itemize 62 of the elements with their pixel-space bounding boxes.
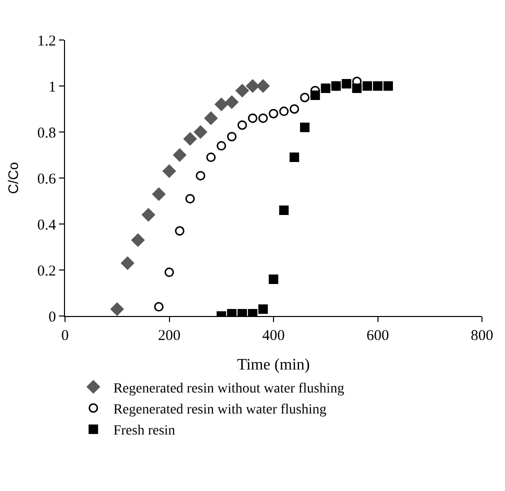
x-axis-title: Time (min)	[237, 356, 310, 374]
x-tick-label: 200	[158, 328, 180, 344]
point	[184, 132, 197, 146]
point	[236, 84, 249, 98]
legend-label: Fresh resin	[113, 424, 176, 439]
point	[164, 268, 174, 278]
point	[342, 78, 352, 88]
point	[227, 308, 237, 316]
y-tick-label: 0.8	[37, 125, 56, 142]
point	[268, 274, 278, 284]
point	[196, 170, 206, 180]
x-tick-label: 400	[262, 328, 285, 344]
point	[227, 132, 237, 142]
x-tick-label: 800	[470, 328, 494, 344]
point	[204, 112, 218, 125]
point	[185, 194, 195, 204]
point	[237, 120, 247, 130]
point	[154, 302, 164, 312]
point	[258, 113, 268, 123]
x-tick-label: 600	[366, 328, 389, 344]
point	[206, 152, 216, 162]
point	[216, 141, 226, 151]
point	[162, 164, 176, 178]
point	[300, 92, 310, 102]
point	[362, 81, 372, 91]
point	[256, 79, 270, 93]
point	[174, 226, 184, 236]
point	[237, 308, 247, 316]
point	[246, 79, 260, 93]
x-tick-label: 0	[61, 328, 69, 344]
point	[225, 96, 238, 109]
point	[142, 208, 155, 222]
point	[310, 90, 320, 100]
y-tick-label: 0	[48, 309, 56, 326]
point	[194, 125, 208, 139]
point	[300, 122, 310, 132]
point	[258, 304, 268, 314]
point	[248, 113, 258, 123]
y-axis-title: C/Co	[4, 162, 21, 194]
point	[214, 98, 228, 111]
point	[152, 188, 166, 201]
point	[279, 205, 289, 215]
point	[173, 148, 186, 162]
point	[320, 84, 330, 94]
point	[290, 104, 300, 114]
point	[383, 81, 393, 91]
y-tick-label: 0.2	[37, 263, 56, 280]
point	[352, 84, 362, 94]
point	[248, 308, 258, 316]
y-tick-label: 1	[48, 79, 56, 96]
legend-label: Regenerated resin with water flushing	[113, 402, 326, 418]
point	[110, 302, 124, 316]
legend-label: Regenerated resin without water flushing	[113, 381, 344, 396]
point	[131, 234, 145, 247]
point	[373, 81, 382, 91]
point	[290, 152, 300, 162]
point	[279, 106, 289, 116]
y-tick-label: 1.2	[37, 33, 56, 50]
y-tick-label: 0.6	[37, 171, 56, 188]
point	[120, 256, 134, 270]
point	[268, 108, 278, 118]
y-tick-label: 0.4	[37, 217, 56, 234]
